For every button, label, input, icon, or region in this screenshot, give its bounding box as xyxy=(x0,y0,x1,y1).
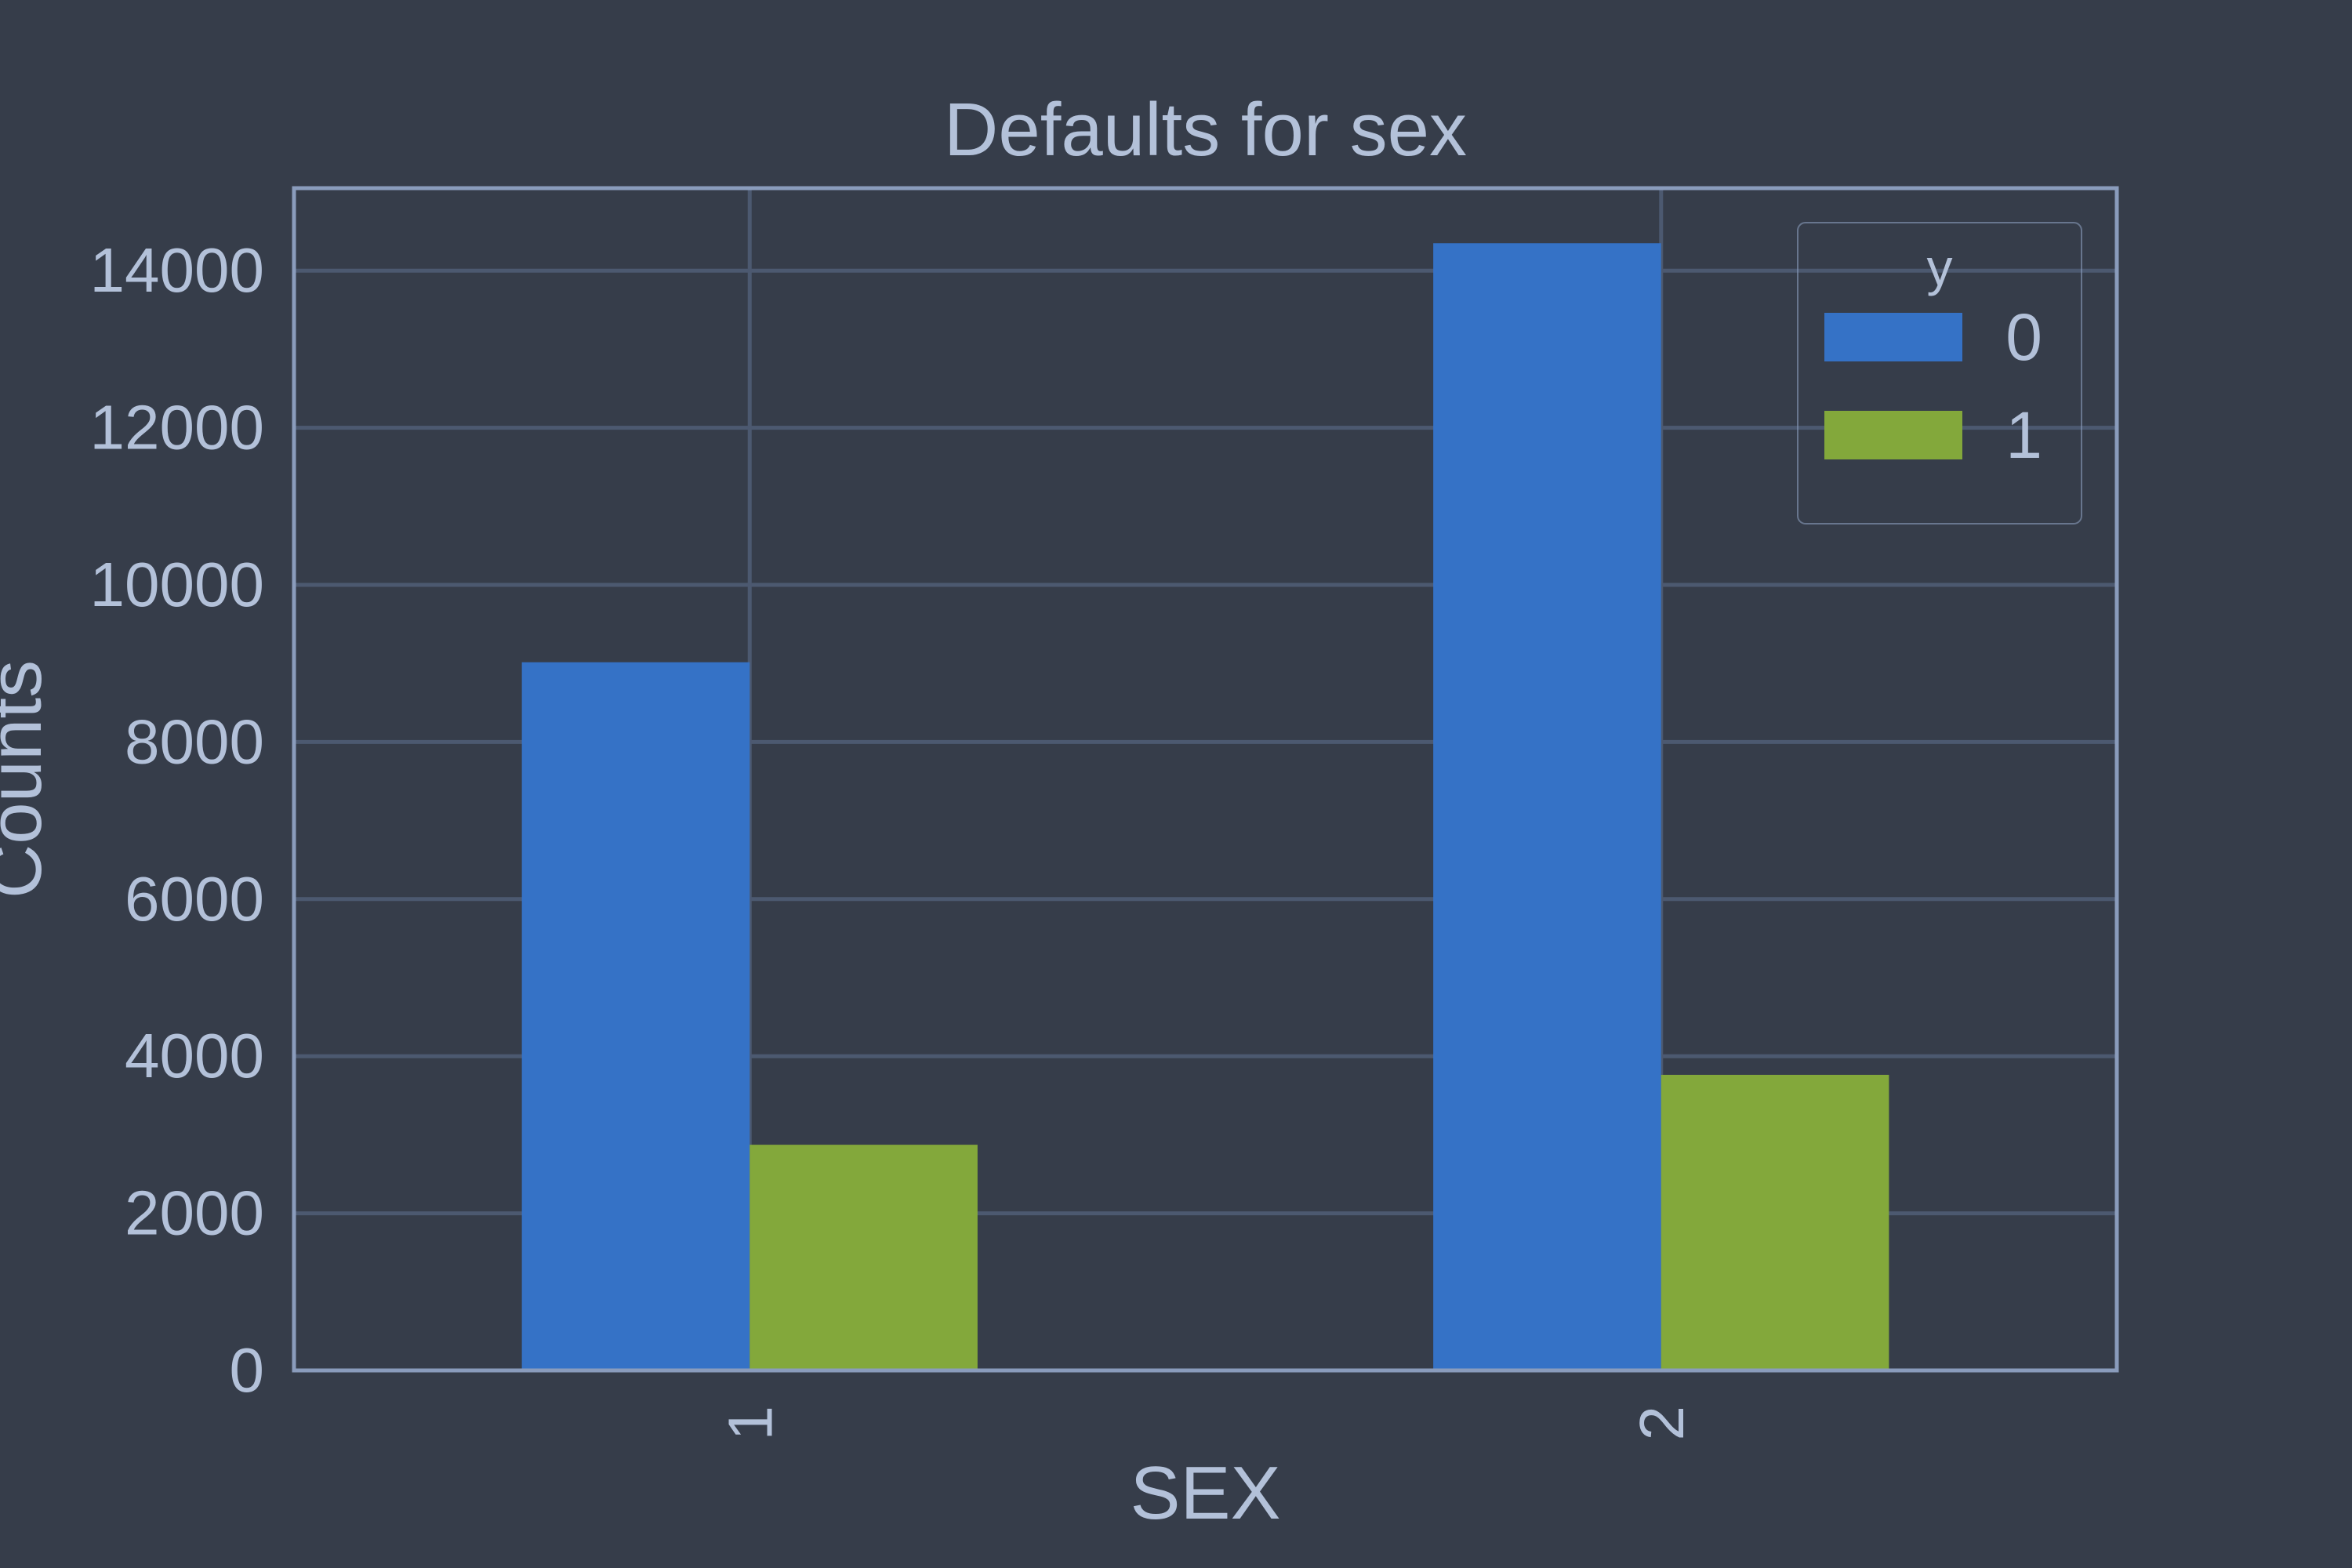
legend-swatch-1 xyxy=(1824,411,1962,459)
y-tick-label: 4000 xyxy=(125,1021,264,1091)
bar-2-series-1 xyxy=(1661,1074,1889,1370)
y-tick-label: 12000 xyxy=(90,393,264,463)
legend-swatch-0 xyxy=(1824,313,1962,361)
x-tick-label: 1 xyxy=(715,1406,785,1441)
legend-frame xyxy=(1797,222,2082,524)
y-tick-labels: 0 2000 4000 6000 8000 10000 12000 14000 xyxy=(90,235,264,1405)
x-tick-label: 2 xyxy=(1627,1406,1697,1441)
y-tick-label: 8000 xyxy=(125,706,264,776)
bar-1-series-0 xyxy=(521,662,750,1370)
legend-title: y xyxy=(1927,238,1953,296)
y-tick-label: 0 xyxy=(230,1335,265,1405)
x-axis-label: SEX xyxy=(1130,1451,1280,1535)
legend: y 01 xyxy=(1797,222,2082,524)
y-tick-label: 2000 xyxy=(125,1178,264,1248)
legend-entries: 01 xyxy=(1824,300,2042,472)
bar-2-series-0 xyxy=(1433,243,1661,1370)
y-tick-label: 14000 xyxy=(90,235,264,305)
y-tick-label: 6000 xyxy=(125,864,264,934)
bars xyxy=(521,243,1889,1370)
plot-area-frame xyxy=(292,186,2119,1373)
chart-title: Defaults for sex xyxy=(944,88,1467,172)
y-axis-label: Counts xyxy=(0,660,57,898)
bar-1-series-1 xyxy=(750,1145,978,1370)
legend-label-0: 0 xyxy=(2005,300,2042,374)
legend-label-1: 1 xyxy=(2005,398,2042,472)
y-tick-label: 10000 xyxy=(90,550,264,619)
